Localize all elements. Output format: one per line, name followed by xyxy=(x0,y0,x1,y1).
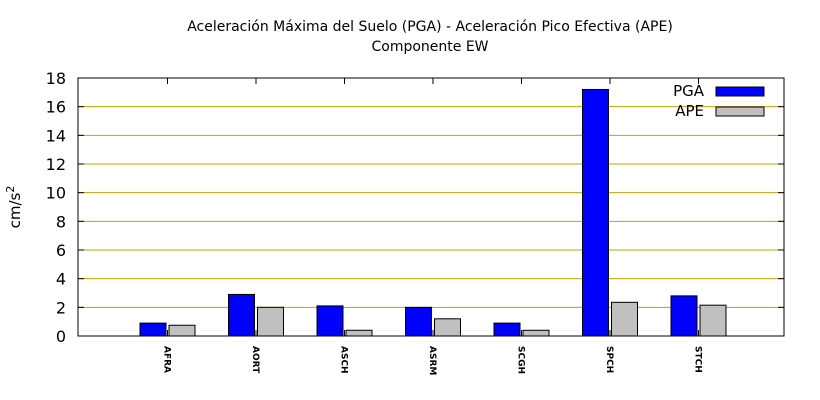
bar-pga-scgh xyxy=(493,322,521,337)
y-tick-label: 16 xyxy=(46,98,66,117)
x-tick-label: AFRA xyxy=(162,346,172,373)
x-axis-ticks: AFRA AORT ASCH ASRM SCGH SPCH STCH xyxy=(162,78,703,375)
grid-lines xyxy=(78,106,784,308)
bar-ape-spch xyxy=(611,301,638,337)
bar-pga-aort xyxy=(228,293,255,337)
y-axis-label-superscript: 2 xyxy=(4,186,17,193)
y-tick-label: 14 xyxy=(46,126,66,145)
bar-ape-scgh xyxy=(522,329,550,337)
y-axis-ticks: 0 2 4 6 8 10 12 14 16 18 xyxy=(46,69,784,346)
bar-pga-asch xyxy=(316,305,344,337)
y-tick-label: 2 xyxy=(56,298,66,317)
y-tick-label: 8 xyxy=(56,212,66,231)
y-tick-label: 12 xyxy=(46,155,66,174)
bar-pga-spch xyxy=(582,88,609,337)
legend-swatch-ape xyxy=(715,106,765,117)
bar-ape-stch xyxy=(699,304,727,337)
x-tick-label: AORT xyxy=(250,346,260,374)
bar-ape-asch xyxy=(345,329,373,337)
bar-pga-afra xyxy=(139,322,167,337)
bar-ape-afra xyxy=(168,324,196,337)
bar-ape-asrm xyxy=(434,318,461,337)
bar-pga-asrm xyxy=(405,306,432,337)
x-tick-label: ASCH xyxy=(339,346,349,374)
x-tick-label: ASRM xyxy=(427,346,437,375)
y-tick-label: 10 xyxy=(46,184,66,203)
x-tick-label: SCGH xyxy=(516,346,526,374)
legend-label-pga: PGA xyxy=(673,82,705,100)
bar-ape-aort xyxy=(257,306,284,337)
bar-pga-stch xyxy=(670,295,698,337)
y-tick-label: 18 xyxy=(46,69,66,88)
x-tick-label: STCH xyxy=(693,346,703,373)
y-axis-label: cm/s2 xyxy=(4,186,24,229)
legend-label-ape: APE xyxy=(675,102,704,120)
legend-swatch-pga xyxy=(715,86,765,97)
chart-title: Aceleración Máxima del Suelo (PGA) - Ace… xyxy=(187,19,673,35)
x-tick-label: SPCH xyxy=(604,346,614,373)
chart-subtitle: Componente EW xyxy=(371,39,488,55)
y-tick-label: 4 xyxy=(56,270,66,289)
y-tick-label: 6 xyxy=(56,241,66,260)
y-axis-label-unit: cm/s xyxy=(6,192,24,228)
bars xyxy=(139,88,727,337)
y-tick-label: 0 xyxy=(56,327,66,346)
plot-frame xyxy=(77,77,785,337)
legend: PGA APE xyxy=(673,82,765,120)
